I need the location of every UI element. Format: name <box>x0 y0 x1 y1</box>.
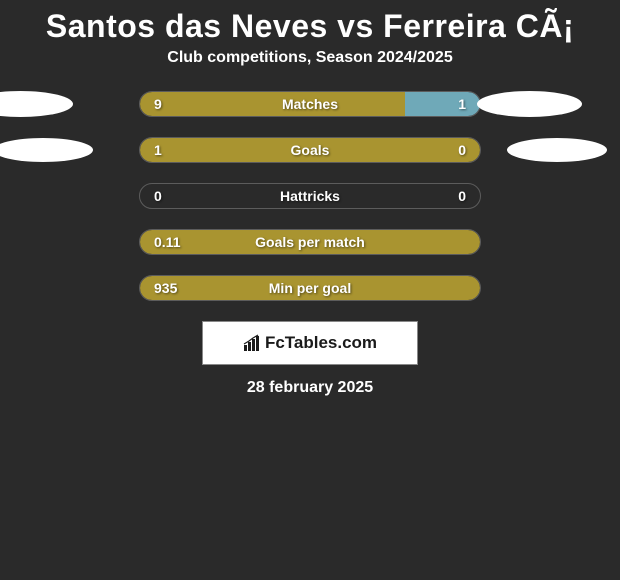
stat-label: Matches <box>140 92 480 116</box>
stat-row: 0.11Goals per match <box>0 229 620 255</box>
page-title: Santos das Neves vs Ferreira CÃ¡ <box>0 0 620 49</box>
stat-bar: 0.11Goals per match <box>139 229 481 255</box>
comparison-infographic: Santos das Neves vs Ferreira CÃ¡ Club co… <box>0 0 620 397</box>
right-ellipse <box>507 138 607 162</box>
ellipse-spacer <box>18 183 123 209</box>
stat-bar: 10Goals <box>139 137 481 163</box>
source-badge: FcTables.com <box>202 321 418 365</box>
ellipse-spacer <box>18 229 123 255</box>
stat-bar: 935Min per goal <box>139 275 481 301</box>
ellipse-spacer <box>18 275 123 301</box>
badge-content: FcTables.com <box>243 333 377 353</box>
stat-label: Goals per match <box>140 230 480 254</box>
subtitle: Club competitions, Season 2024/2025 <box>0 49 620 67</box>
ellipse-spacer <box>497 183 602 209</box>
bar-chart-icon <box>243 334 261 352</box>
stat-bar: 00Hattricks <box>139 183 481 209</box>
stat-bar: 91Matches <box>139 91 481 117</box>
stat-label: Hattricks <box>140 184 480 208</box>
stat-label: Goals <box>140 138 480 162</box>
stat-row: 10Goals <box>0 137 620 163</box>
left-ellipse <box>0 91 73 117</box>
ellipse-spacer <box>497 275 602 301</box>
stat-label: Min per goal <box>140 276 480 300</box>
stat-row: 00Hattricks <box>0 183 620 209</box>
date-label: 28 february 2025 <box>0 379 620 397</box>
badge-text: FcTables.com <box>265 333 377 353</box>
left-ellipse <box>0 138 93 162</box>
ellipse-spacer <box>497 229 602 255</box>
stat-row: 91Matches <box>0 91 620 117</box>
stat-row: 935Min per goal <box>0 275 620 301</box>
right-ellipse <box>477 91 582 117</box>
stat-rows: 91Matches 10Goals 00Hattricks 0.11Goals per… <box>0 91 620 301</box>
